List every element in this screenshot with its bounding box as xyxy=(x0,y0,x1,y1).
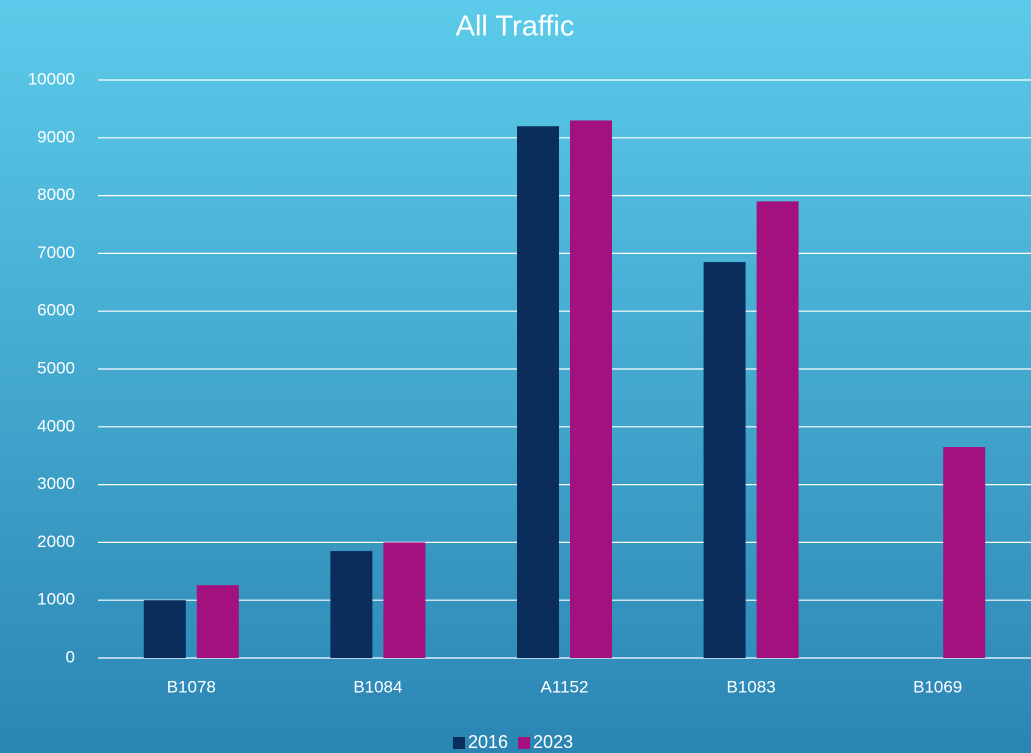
y-tick-label: 10000 xyxy=(28,69,75,88)
y-tick-label: 3000 xyxy=(37,474,75,493)
y-tick-label: 6000 xyxy=(37,301,75,320)
legend-swatch xyxy=(518,737,531,749)
bar xyxy=(143,600,186,658)
legend-label: 2016 xyxy=(468,732,508,752)
bar xyxy=(330,551,373,658)
bar xyxy=(517,126,559,659)
bar xyxy=(383,542,426,658)
bar xyxy=(570,120,612,658)
legend-swatch xyxy=(453,737,465,749)
y-tick-label: 9000 xyxy=(37,127,75,146)
y-tick-label: 2000 xyxy=(37,532,75,551)
x-tick-label: B1083 xyxy=(727,677,776,696)
y-tick-label: 4000 xyxy=(37,416,75,435)
chart-title: All Traffic xyxy=(456,11,575,43)
y-tick-label: 0 xyxy=(66,647,75,666)
y-tick-label: 7000 xyxy=(37,243,75,262)
legend-label: 2023 xyxy=(533,732,573,752)
bar xyxy=(756,201,799,658)
y-tick-label: 5000 xyxy=(37,358,75,377)
x-tick-label: A1152 xyxy=(541,677,589,696)
x-tick-label: B1084 xyxy=(353,677,402,696)
bar xyxy=(196,585,239,658)
y-tick-label: 8000 xyxy=(37,185,75,204)
bar xyxy=(943,447,986,658)
y-tick-label: 1000 xyxy=(37,590,75,609)
x-tick-label: B1069 xyxy=(913,677,962,696)
bar xyxy=(703,262,746,658)
x-tick-label: B1078 xyxy=(167,677,216,696)
